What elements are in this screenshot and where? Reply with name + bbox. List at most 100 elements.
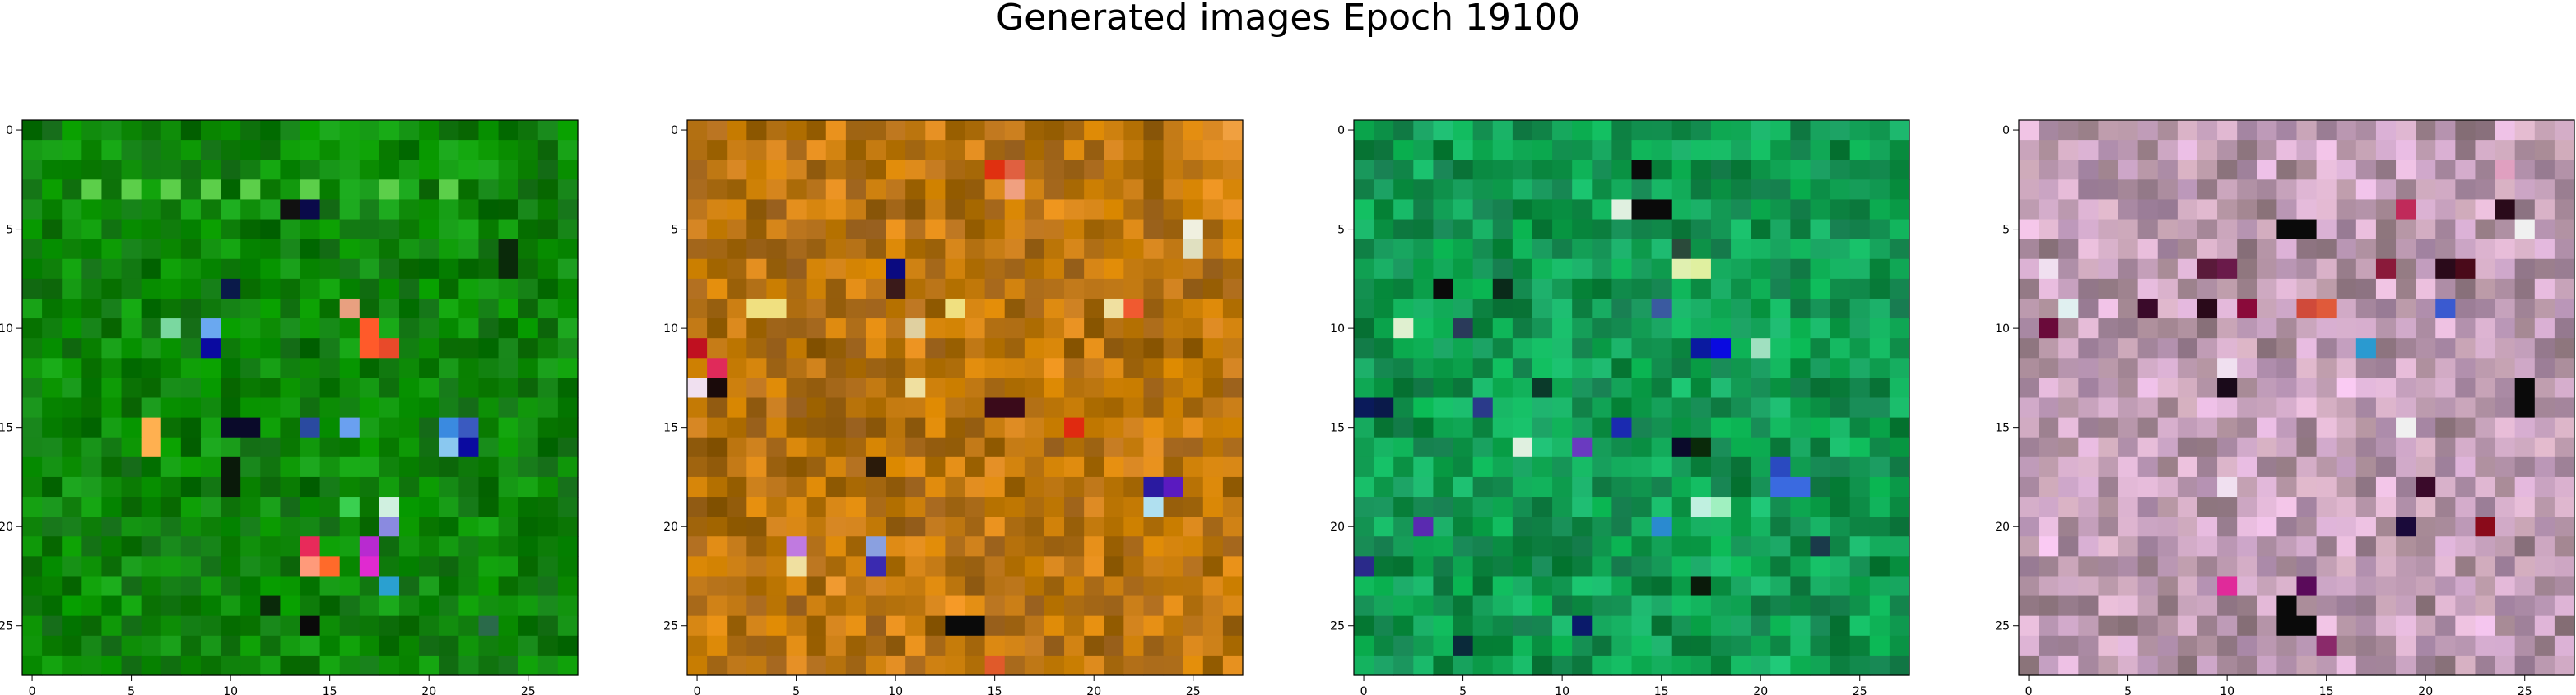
axes-frame xyxy=(686,119,1244,676)
pixel-cell xyxy=(1374,635,1394,656)
pixel-cell xyxy=(2257,239,2277,260)
pixel-cell xyxy=(2554,456,2575,478)
pixel-cell xyxy=(200,120,221,141)
pixel-cell xyxy=(945,397,966,419)
pixel-cell xyxy=(1731,615,1751,637)
pixel-cell xyxy=(1849,140,1871,160)
pixel-cell xyxy=(886,140,906,160)
pixel-cell xyxy=(498,179,519,201)
pixel-cell xyxy=(1044,278,1065,299)
pixel-cell xyxy=(2514,497,2536,517)
pixel-cell xyxy=(1374,160,1394,180)
pixel-cell xyxy=(478,140,500,160)
pixel-cell xyxy=(786,358,807,378)
pixel-cell xyxy=(240,397,261,419)
pixel-cell xyxy=(2514,595,2536,617)
pixel-cell xyxy=(379,160,400,180)
pixel-cell xyxy=(2058,476,2079,498)
pixel-cell xyxy=(478,338,500,359)
pixel-cell xyxy=(2416,417,2436,438)
pixel-cell xyxy=(2098,655,2119,676)
pixel-cell xyxy=(1413,497,1434,517)
pixel-cell xyxy=(2177,595,2198,617)
pixel-cell xyxy=(2495,160,2516,180)
pixel-cell xyxy=(1532,338,1553,359)
pixel-cell xyxy=(359,655,380,676)
pixel-cell xyxy=(280,258,301,280)
pixel-cell xyxy=(458,635,480,656)
pixel-cell xyxy=(2475,595,2496,617)
pixel-cell xyxy=(2276,179,2298,201)
pixel-cell xyxy=(1222,219,1244,240)
pixel-cell xyxy=(180,476,202,498)
pixel-cell xyxy=(537,497,559,517)
pixel-cell xyxy=(886,476,906,498)
pixel-cell xyxy=(2257,595,2277,617)
pixel-cell xyxy=(2118,556,2139,577)
pixel-cell xyxy=(1790,338,1811,359)
pixel-cell xyxy=(1202,239,1224,260)
pixel-cell xyxy=(1790,199,1811,220)
pixel-cell xyxy=(2336,239,2357,260)
pixel-cell xyxy=(727,595,747,617)
pixel-cell xyxy=(945,517,966,537)
pixel-cell xyxy=(865,199,886,220)
pixel-cell xyxy=(2276,655,2298,676)
pixel-cell xyxy=(1751,338,1771,359)
pixel-cell xyxy=(379,199,400,220)
pixel-cell xyxy=(2316,239,2337,260)
pixel-cell xyxy=(537,378,559,399)
pixel-cell xyxy=(121,140,142,160)
pixel-cell xyxy=(319,397,341,419)
pixel-cell xyxy=(2217,655,2238,676)
pixel-cell xyxy=(2137,298,2159,319)
pixel-cell xyxy=(121,120,142,141)
pixel-cell xyxy=(1044,595,1065,617)
pixel-cell xyxy=(1830,258,1851,280)
pixel-cell xyxy=(2237,497,2257,517)
pixel-cell xyxy=(1004,615,1025,637)
pixel-cell xyxy=(886,595,906,617)
pixel-cell xyxy=(1690,397,1712,419)
pixel-cell xyxy=(1104,536,1124,557)
pixel-cell xyxy=(1731,318,1751,339)
pixel-cell xyxy=(945,258,966,280)
pixel-cell xyxy=(2336,338,2357,359)
pixel-cell xyxy=(2019,615,2039,637)
pixel-cell xyxy=(1472,298,1494,319)
pixel-cell xyxy=(2098,378,2119,399)
pixel-cell xyxy=(2534,437,2555,458)
pixel-cell xyxy=(1671,160,1692,180)
pixel-cell xyxy=(2137,239,2159,260)
pixel-cell xyxy=(1810,318,1831,339)
pixel-cell xyxy=(379,278,400,299)
pixel-cell xyxy=(2058,338,2079,359)
pixel-cell xyxy=(786,615,807,637)
pixel-cell xyxy=(746,556,768,577)
pixel-cell xyxy=(1532,239,1553,260)
pixel-cell xyxy=(498,595,519,617)
pixel-cell xyxy=(1849,556,1871,577)
pixel-cell xyxy=(260,358,281,378)
pixel-cell xyxy=(300,160,321,180)
pixel-cell xyxy=(2098,456,2119,478)
pixel-cell xyxy=(2197,556,2218,577)
pixel-cell xyxy=(518,397,539,419)
pixel-cell xyxy=(1492,318,1514,339)
pixel-cell xyxy=(2336,635,2357,656)
pixel-cell xyxy=(2435,595,2456,617)
pixel-cell xyxy=(2475,338,2496,359)
pixel-cell xyxy=(22,120,43,141)
pixel-cell xyxy=(2019,456,2039,478)
pixel-cell xyxy=(22,397,43,419)
pixel-cell xyxy=(160,456,182,478)
pixel-cell xyxy=(1651,497,1672,517)
pixel-cell xyxy=(2416,278,2436,299)
pixel-cell xyxy=(2534,298,2555,319)
pixel-cell xyxy=(1889,160,1910,180)
pixel-cell xyxy=(22,635,43,656)
pixel-cell xyxy=(557,536,579,557)
pixel-cell xyxy=(141,417,162,438)
x-tick-label: 20 xyxy=(421,685,436,695)
pixel-cell xyxy=(845,497,867,517)
